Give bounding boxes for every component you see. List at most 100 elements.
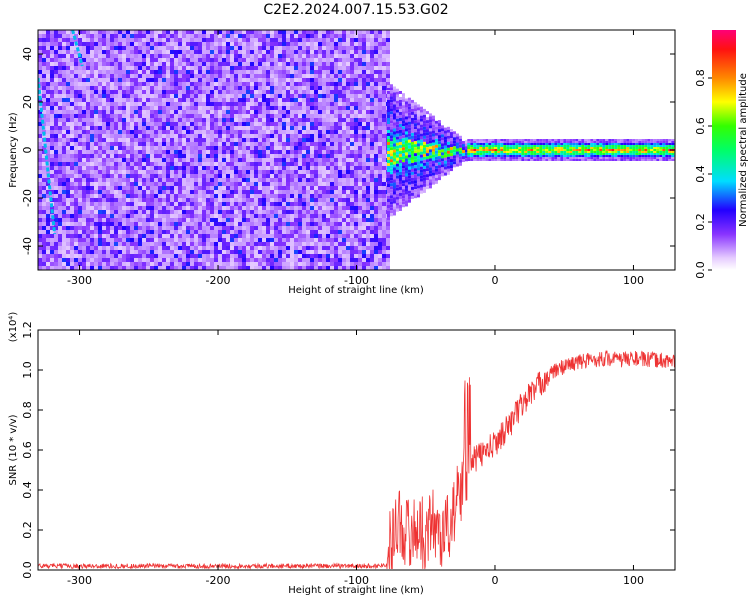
spectrogram-cell <box>62 126 66 130</box>
spectrogram-cell <box>282 90 286 94</box>
spectrogram-cell <box>290 58 294 62</box>
spectrogram-cell <box>182 114 186 118</box>
spectrogram-cell <box>250 54 254 58</box>
spectrogram-cell <box>94 198 98 202</box>
spectrogram-cell <box>250 46 254 50</box>
spectrogram-cell <box>354 102 358 106</box>
spectrogram-cell <box>342 174 346 178</box>
spectrogram-cell <box>342 234 346 238</box>
spectrogram-cell <box>194 150 198 154</box>
spectrogram-cell <box>334 58 338 62</box>
spectrogram-cell <box>282 234 286 238</box>
spectrogram-cell <box>162 122 166 126</box>
spectrogram-cell <box>210 130 214 134</box>
spectrogram-cell <box>110 78 114 82</box>
spectrogram-cell <box>290 114 294 118</box>
spectrogram-cell <box>350 266 354 270</box>
spectrogram-cell <box>62 150 66 154</box>
spectrogram-cell <box>178 182 182 186</box>
spectrogram-cell <box>318 254 322 258</box>
spectrogram-cell <box>50 262 54 266</box>
spectrogram-cell <box>118 118 122 122</box>
spectrogram-cell <box>38 86 42 90</box>
spectrogram-cell <box>118 250 122 254</box>
spectrogram-cell <box>310 142 314 146</box>
spectrogram-cell <box>270 154 274 158</box>
spectrogram-cell <box>314 122 318 126</box>
spectrogram-cell <box>222 262 226 266</box>
spectrogram-cell <box>310 42 314 46</box>
spectrogram-cell <box>210 238 214 242</box>
spectrogram-cell <box>350 82 354 86</box>
spectrogram-cell <box>350 210 354 214</box>
spectrogram-cell <box>74 90 78 94</box>
spectrogram-cell <box>198 242 202 246</box>
spectrogram-cell <box>286 122 290 126</box>
spectrogram-cell <box>90 214 94 218</box>
spectrogram-cell <box>194 94 198 98</box>
spectrogram-cell <box>310 114 314 118</box>
spectrogram-cell <box>198 90 202 94</box>
spectrogram-cell <box>286 38 290 42</box>
spectrogram-cell <box>130 250 134 254</box>
spectrogram-cell <box>282 86 286 90</box>
spectrogram-cell <box>198 122 202 126</box>
spectrogram-cell <box>194 134 198 138</box>
spectrogram-cell <box>210 54 214 58</box>
spectrogram-cell <box>46 82 50 86</box>
spectrogram-cell <box>326 90 330 94</box>
spectrogram-cell <box>54 222 58 226</box>
spectrogram-cell <box>322 194 326 198</box>
spectrogram-cell <box>290 262 294 266</box>
spectrogram-cell <box>74 30 78 34</box>
spectrogram-cell <box>306 58 310 62</box>
spectrogram-cell <box>302 114 306 118</box>
spectrogram-cell <box>238 50 242 54</box>
spectrogram-cell <box>190 230 194 234</box>
spectrogram-cell <box>226 30 230 34</box>
spectrogram-cell <box>138 198 142 202</box>
spectrogram-cell <box>42 66 46 70</box>
spectrogram-cell <box>258 262 262 266</box>
spectrogram-cell <box>278 138 282 142</box>
spectrogram-cell <box>190 126 194 130</box>
spectrogram-cell <box>110 230 114 234</box>
spectrogram-cell <box>310 170 314 174</box>
spectrogram-cell <box>322 238 326 242</box>
spectrogram-heatmap <box>38 30 675 270</box>
spectrogram-cell <box>90 58 94 62</box>
spectrogram-cell <box>150 130 154 134</box>
spectrogram-cell <box>82 34 86 38</box>
spectrogram-cell <box>330 162 334 166</box>
spectrogram-cell <box>294 58 298 62</box>
spectrogram-cell <box>46 34 50 38</box>
spectrogram-cell <box>362 214 366 218</box>
spectrogram-cell <box>162 206 166 210</box>
spectrogram-cell <box>94 194 98 198</box>
spectrogram-cell <box>226 170 230 174</box>
spectrogram-cell <box>326 130 330 134</box>
spectrogram-cell <box>114 262 118 266</box>
spectrogram-cell <box>130 258 134 262</box>
spectrogram-cell <box>238 62 242 66</box>
spectrogram-cell <box>346 118 350 122</box>
spectrogram-cell <box>142 114 146 118</box>
spectrogram-cell <box>338 130 342 134</box>
spectrogram-cell <box>266 30 270 34</box>
spectrogram-cell <box>94 210 98 214</box>
spectrogram-cell <box>362 190 366 194</box>
spectrogram-cell <box>278 178 282 182</box>
spectrogram-cell <box>134 122 138 126</box>
spectrogram-cell <box>62 266 66 270</box>
spectrogram-cell <box>178 46 182 50</box>
spectrogram-cell <box>290 146 294 150</box>
spectrogram-cell <box>38 42 42 46</box>
spectrogram-cell <box>298 138 302 142</box>
spectrogram-cell <box>346 166 350 170</box>
spectrogram-cell <box>290 198 294 202</box>
spectrogram-cell <box>58 142 62 146</box>
spectrogram-cell <box>242 194 246 198</box>
spectrogram-cell <box>334 110 338 114</box>
spectrogram-cell <box>70 126 74 130</box>
spectrogram-cell <box>90 154 94 158</box>
